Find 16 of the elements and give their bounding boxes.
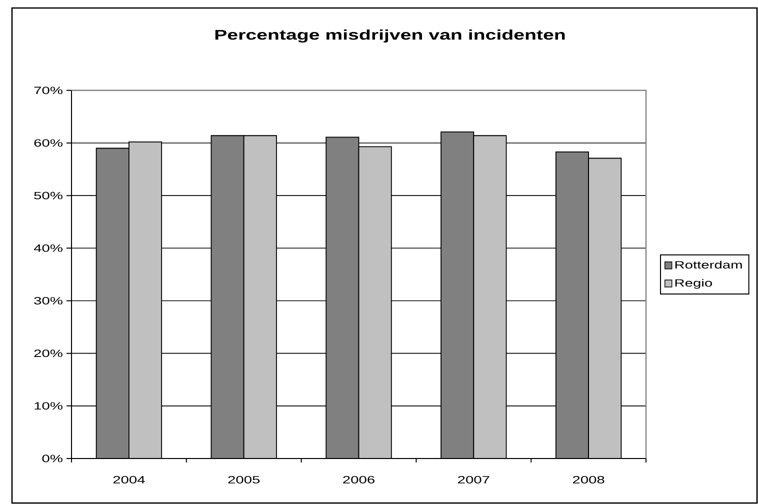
x-tick-label: 2005 — [228, 476, 260, 484]
x-tick-label: 2007 — [458, 476, 490, 484]
chart-title: Percentage misdrijven van incidenten — [215, 29, 565, 43]
legend-label: Regio — [675, 278, 712, 289]
y-tick-label: 30% — [34, 297, 62, 304]
y-tick-label: 10% — [34, 402, 62, 410]
y-tick-label: 70% — [34, 86, 62, 94]
y-tick-label: 40% — [34, 244, 62, 252]
y-tick-label: 20% — [34, 350, 62, 358]
x-tick-label: 2008 — [572, 476, 604, 484]
y-tick-label: 60% — [34, 139, 62, 147]
x-tick-label: 2006 — [343, 476, 374, 484]
x-tick-label: 2004 — [113, 476, 145, 484]
y-tick-label: 0% — [42, 454, 62, 462]
legend-label: Rotterdam — [675, 260, 742, 269]
y-tick-label: 50% — [34, 192, 62, 200]
